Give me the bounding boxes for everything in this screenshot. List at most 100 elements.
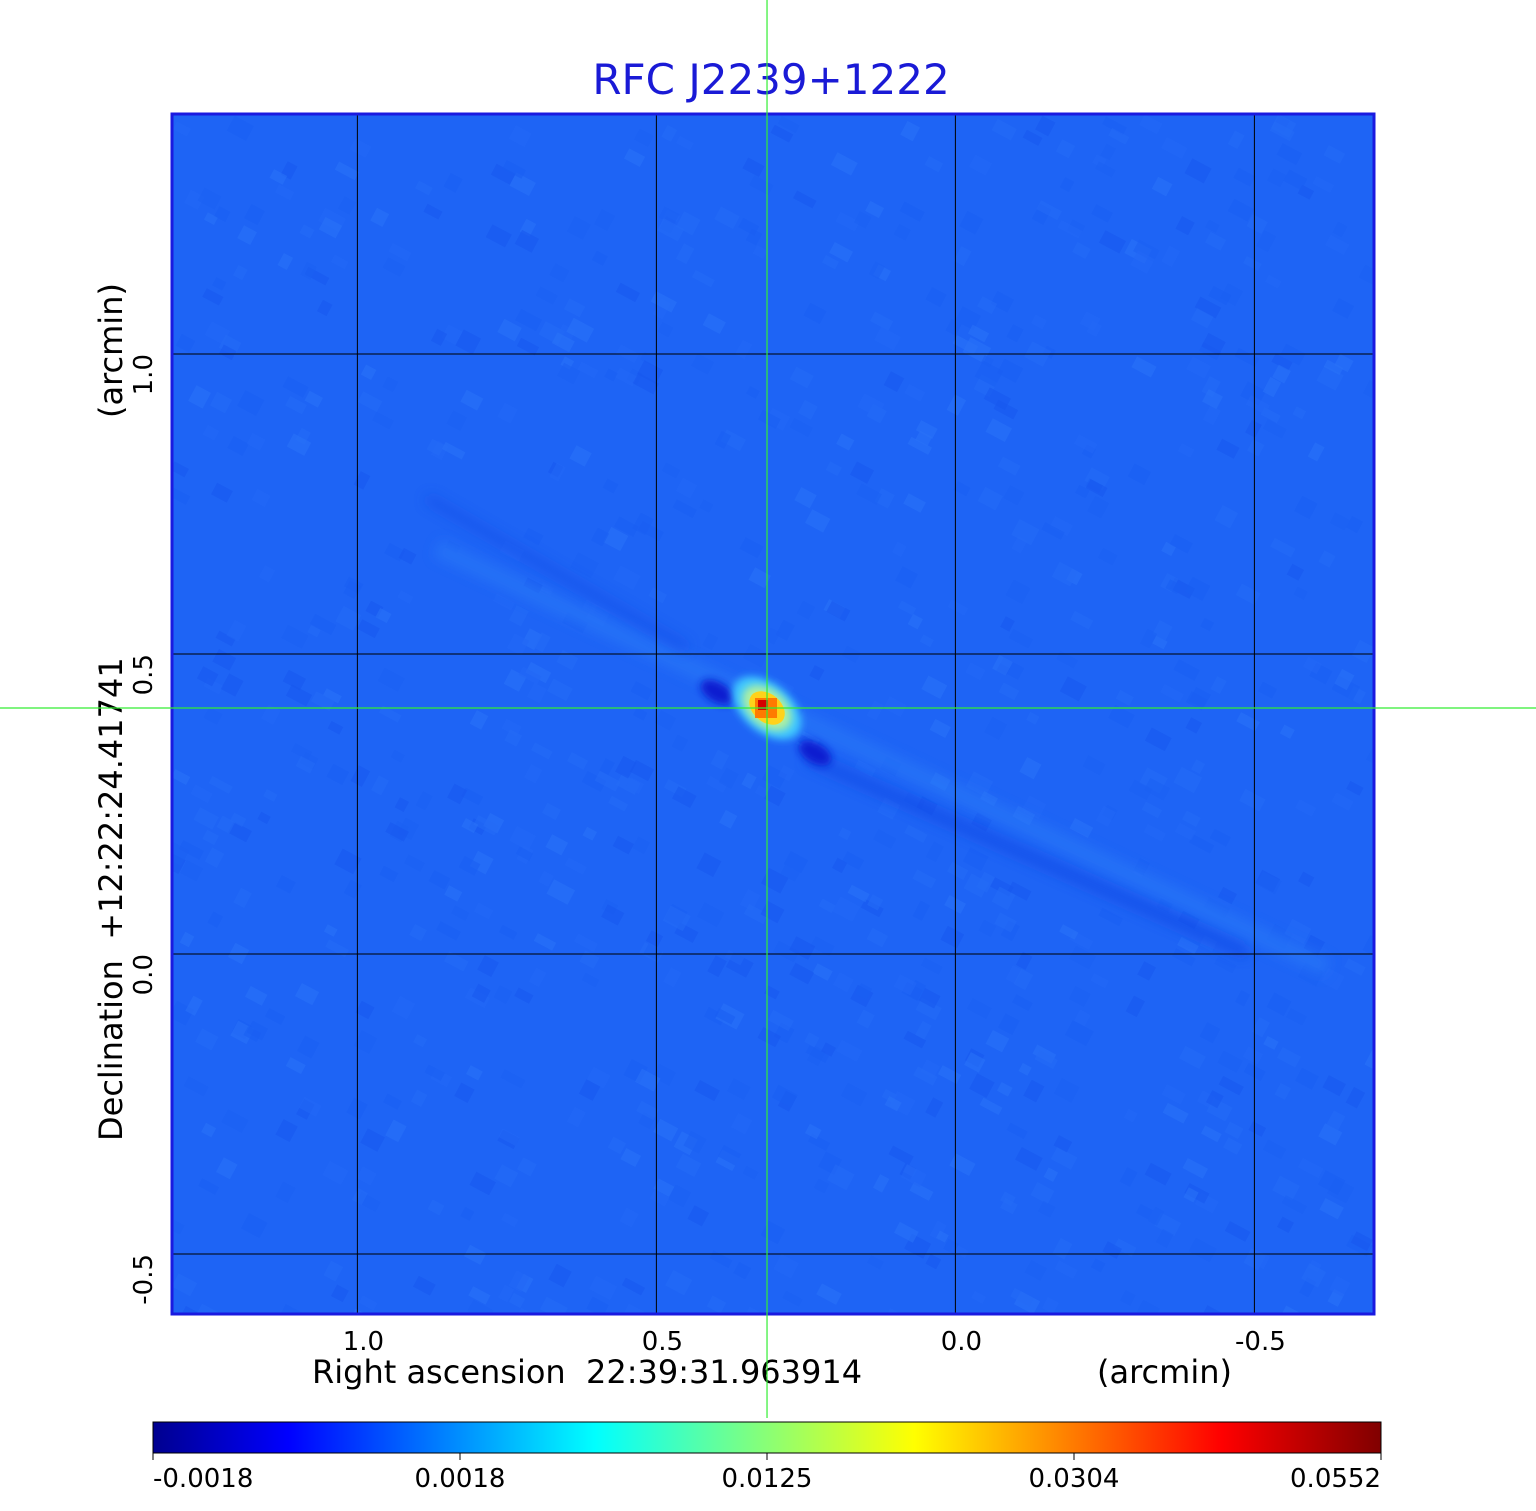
noise-patch — [498, 1128, 520, 1146]
noise-patch — [909, 1181, 934, 1201]
noise-patch — [907, 613, 924, 630]
noise-patch — [275, 1181, 296, 1203]
noise-patch — [1119, 1167, 1138, 1187]
noise-patch — [953, 246, 972, 267]
noise-patch — [323, 1260, 344, 1282]
noise-patch — [900, 1164, 927, 1188]
noise-patch — [360, 1128, 385, 1152]
colorbar-tick-label: 0.0304 — [1029, 1464, 1120, 1494]
noise-patch — [872, 1174, 890, 1193]
noise-patch — [1286, 1008, 1307, 1026]
noise-patch — [903, 1030, 927, 1049]
noise-patch — [508, 125, 532, 148]
noise-patch — [830, 152, 858, 176]
noise-patch — [1095, 805, 1116, 828]
noise-patch — [1072, 241, 1091, 260]
noise-patch — [1332, 221, 1348, 238]
noise-patch — [492, 593, 516, 611]
noise-patch — [707, 955, 727, 978]
noise-patch — [754, 784, 769, 798]
noise-patch — [353, 1030, 378, 1054]
noise-patch — [899, 201, 925, 222]
noise-patch — [1085, 478, 1108, 498]
noise-patch — [929, 718, 951, 739]
noise-patch — [1034, 1050, 1058, 1070]
noise-patch — [469, 1171, 496, 1196]
noise-patch — [929, 1220, 947, 1241]
noise-patch — [1251, 1017, 1271, 1038]
noise-patch — [1154, 1212, 1182, 1237]
noise-patch — [1175, 216, 1195, 236]
noise-patch — [279, 1304, 305, 1314]
noise-patch — [444, 885, 463, 902]
noise-patch — [203, 707, 223, 725]
noise-patch — [947, 599, 969, 616]
noise-patch — [1098, 230, 1126, 254]
noise-patch — [714, 1008, 736, 1025]
noise-patch — [1205, 1090, 1224, 1109]
noise-patch — [842, 851, 865, 870]
x-tick-label: -0.5 — [1235, 1327, 1286, 1357]
noise-patch — [1000, 616, 1015, 632]
noise-patch — [904, 383, 926, 402]
noise-patch — [477, 955, 499, 978]
noise-patch — [179, 1305, 198, 1314]
noise-patch — [424, 1064, 445, 1081]
noise-patch — [557, 323, 576, 342]
noise-patch — [809, 665, 825, 681]
noise-patch — [915, 997, 942, 1021]
noise-patch — [1090, 1258, 1106, 1273]
noise-patch — [1214, 955, 1237, 974]
noise-patch — [467, 1299, 494, 1314]
noise-patch — [261, 704, 281, 725]
noise-patch — [632, 512, 654, 536]
noise-patch — [1346, 780, 1364, 796]
noise-patch — [227, 821, 252, 843]
noise-patch — [742, 157, 765, 177]
noise-patch — [1005, 579, 1031, 604]
noise-patch — [172, 1273, 198, 1297]
noise-patch — [564, 857, 587, 875]
noise-patch — [1256, 230, 1277, 253]
noise-patch — [717, 1144, 742, 1166]
noise-patch — [1235, 990, 1251, 1007]
noise-patch — [509, 172, 536, 197]
noise-patch — [739, 537, 764, 559]
noise-patch — [1162, 1102, 1189, 1124]
noise-patch — [629, 759, 655, 782]
noise-patch — [377, 667, 405, 692]
noise-patch — [335, 605, 362, 631]
noise-patch — [409, 923, 427, 942]
noise-patch — [625, 777, 645, 795]
noise-patch — [1136, 1299, 1160, 1314]
noise-patch — [202, 424, 220, 441]
noise-patch — [1234, 347, 1260, 367]
noise-patch — [1069, 945, 1096, 970]
noise-patch — [778, 764, 795, 782]
noise-patch — [757, 1027, 781, 1048]
noise-patch — [244, 204, 265, 226]
noise-patch — [212, 277, 227, 291]
noise-patch — [775, 619, 795, 641]
noise-patch — [473, 902, 494, 920]
noise-patch — [840, 1082, 868, 1107]
noise-patch — [198, 1178, 220, 1195]
noise-patch — [1298, 962, 1324, 987]
noise-patch — [1006, 324, 1024, 343]
noise-patch — [1281, 1195, 1307, 1215]
noise-patch — [969, 1073, 995, 1098]
noise-patch — [883, 371, 905, 393]
noise-patch — [1202, 388, 1224, 410]
noise-patch — [893, 224, 911, 241]
noise-patch — [1070, 610, 1094, 630]
noise-patch — [179, 931, 195, 948]
noise-patch — [804, 509, 831, 533]
noise-patch — [953, 481, 971, 497]
noise-patch — [1026, 711, 1040, 725]
noise-patch — [1294, 495, 1318, 520]
noise-patch — [219, 344, 237, 361]
noise-patch — [372, 411, 394, 430]
noise-patch — [912, 869, 937, 889]
noise-patch — [172, 487, 191, 505]
